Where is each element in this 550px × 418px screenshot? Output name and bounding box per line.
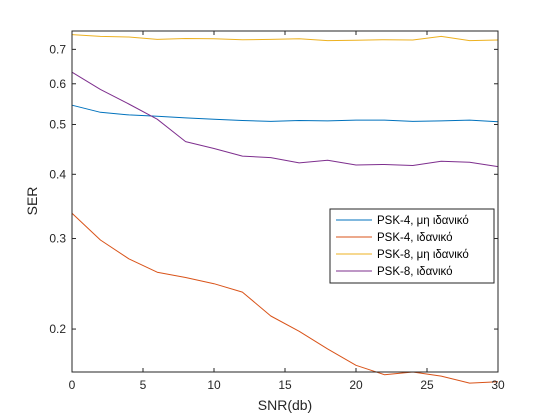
y-tick-label: 0.2: [49, 322, 66, 336]
x-tick-label: 5: [140, 378, 147, 392]
legend-label: PSK-8, μη ιδανικό: [377, 249, 469, 261]
x-axis-label: SNR(db): [258, 397, 312, 413]
x-tick-label: 20: [349, 378, 363, 392]
series-line-1: [71, 104, 499, 123]
x-tick-label: 15: [278, 378, 292, 392]
tick-layer: 0 5 10 15 20 25 30 0.2 0.3 0.4 0.5 0.6 0.7: [49, 31, 505, 392]
x-tick-label: 30: [491, 378, 505, 392]
y-tick-label: 0.3: [49, 232, 66, 246]
series-layer: [71, 34, 499, 384]
y-tick-label: 0.7: [49, 42, 66, 56]
y-tick-label: 0.5: [49, 117, 66, 131]
x-tick-label: 0: [69, 378, 76, 392]
series-line-2: [71, 212, 499, 384]
legend-label: PSK-4, ιδανικό: [377, 232, 453, 244]
plot-area: [72, 31, 498, 372]
x-tick-label: 25: [420, 378, 434, 392]
legend: PSK-4, μη ιδανικό PSK-4, ιδανικό PSK-8, μη…: [329, 208, 495, 284]
x-tick-label: 10: [207, 378, 221, 392]
legend-label: PSK-8, ιδανικό: [377, 266, 453, 278]
series-line-3: [71, 34, 499, 42]
y-tick-label: 0.4: [49, 167, 66, 181]
series-line-4: [71, 71, 499, 168]
y-tick-label: 0.6: [49, 77, 66, 91]
y-axis-label: SER: [24, 187, 40, 216]
legend-label: PSK-4, μη ιδανικό: [377, 215, 469, 227]
